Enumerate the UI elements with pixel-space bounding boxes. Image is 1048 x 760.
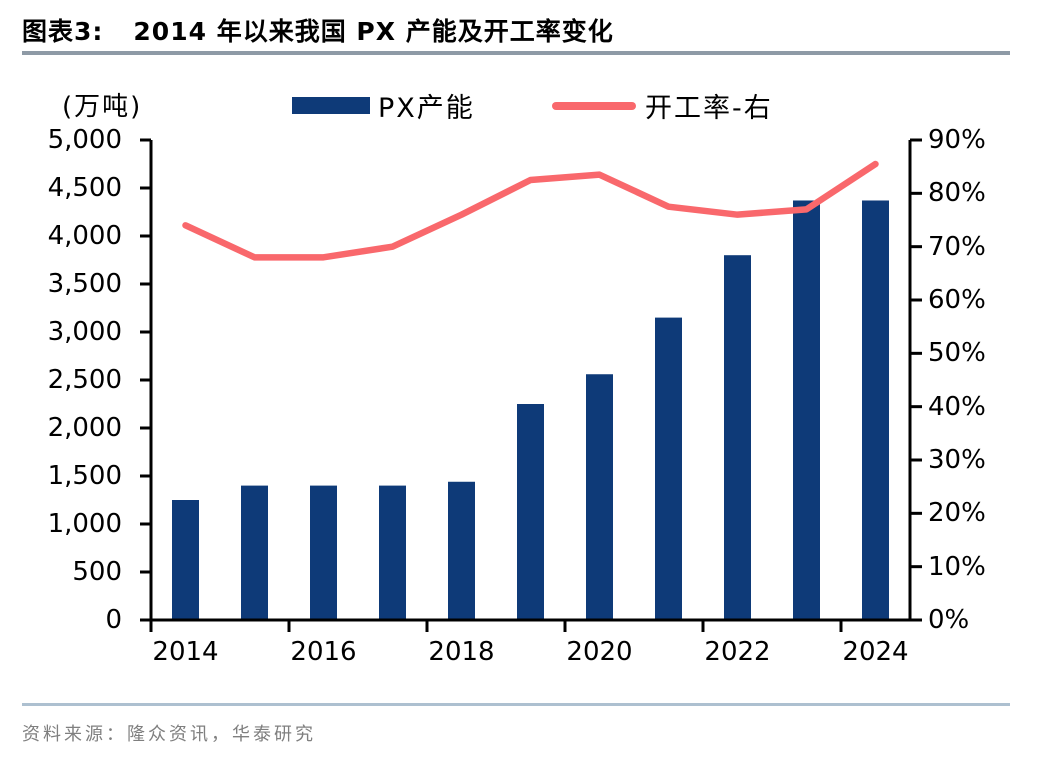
x-axis-tick-label: 2018 <box>428 637 495 667</box>
bar-2016 <box>310 485 337 620</box>
bar-legend-swatch <box>292 97 370 114</box>
right-axis-tick-label: 20% <box>928 498 986 529</box>
right-axis-tick-label: 90% <box>928 125 986 155</box>
title-divider <box>22 51 1010 55</box>
operating-rate-line <box>182 160 879 261</box>
left-axis-tick-label: 2,000 <box>47 413 122 443</box>
right-axis-tick-label: 10% <box>928 551 986 582</box>
x-axis-tick-label: 2014 <box>152 637 219 667</box>
x-axis-tick-label: 2022 <box>704 637 771 667</box>
line-legend-label: 开工率-右 <box>645 93 773 124</box>
legend-item-px-capacity: PX产能 <box>292 86 475 125</box>
x-axis-tick-label: 2024 <box>842 637 909 667</box>
figure-number-label: 图表3: <box>22 17 104 46</box>
bar-2021 <box>655 317 682 620</box>
left-axis-unit-label: (万吨) <box>62 92 143 122</box>
line-legend-swatch <box>552 101 636 110</box>
bar-2024 <box>862 200 889 621</box>
left-axis-tick-label: 1,000 <box>47 509 122 539</box>
left-axis-tick-label: 5,000 <box>47 125 122 155</box>
right-axis-tick-label: 0% <box>928 605 970 635</box>
right-axis-tick-label: 60% <box>928 285 986 315</box>
right-axis-tick-label: 40% <box>928 391 986 422</box>
legend-item-operating-rate: 开工率-右 <box>552 86 773 125</box>
bar-2020 <box>586 374 613 620</box>
bar-2017 <box>379 485 406 620</box>
bar-2014 <box>172 500 199 620</box>
bar-2023 <box>793 200 820 621</box>
bar-legend-label: PX产能 <box>378 93 475 124</box>
figure-title: 2014 年以来我国 PX 产能及开工率变化 <box>133 17 614 46</box>
left-axis-tick-label: 3,500 <box>47 269 122 299</box>
left-axis-tick-label: 2,500 <box>47 365 122 395</box>
left-axis-tick-label: 0 <box>105 605 122 635</box>
bar-2022 <box>724 255 751 620</box>
right-axis-tick-label: 70% <box>928 231 986 262</box>
left-axis-tick-label: 4,000 <box>47 221 122 251</box>
footer-divider <box>22 703 1010 706</box>
bar-2018 <box>448 481 475 620</box>
source-note: 资料来源：隆众资讯，华泰研究 <box>22 724 316 745</box>
bar-2019 <box>517 404 544 620</box>
right-axis-tick-label: 50% <box>928 338 986 369</box>
left-axis-tick-label: 1,500 <box>47 461 122 491</box>
x-axis-tick-label: 2016 <box>290 637 357 667</box>
left-axis-tick-label: 500 <box>72 557 122 587</box>
bar-2015 <box>241 485 268 620</box>
x-axis-tick-label: 2020 <box>566 637 633 667</box>
left-axis-tick-label: 3,000 <box>47 317 122 347</box>
left-axis-tick-label: 4,500 <box>47 173 122 203</box>
right-axis-tick-label: 30% <box>928 445 986 475</box>
right-axis-tick-label: 80% <box>928 178 986 209</box>
figure-header: 图表3: 2014 年以来我国 PX 产能及开工率变化 <box>22 12 614 48</box>
